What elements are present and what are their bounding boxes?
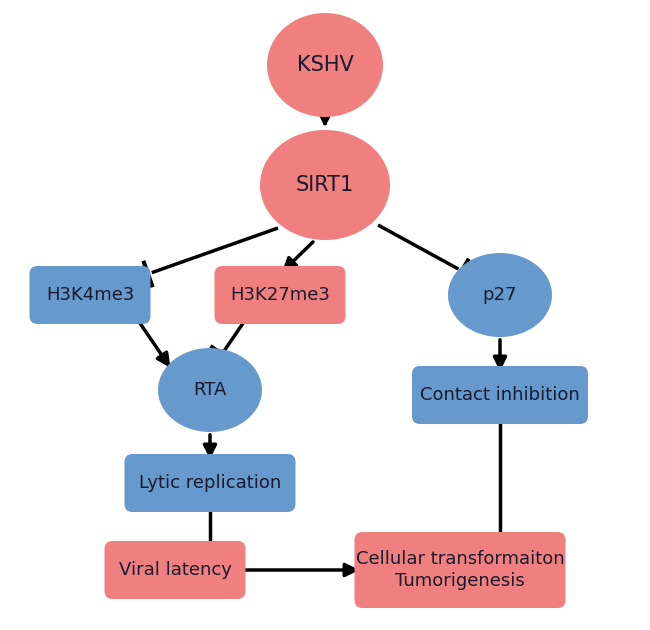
FancyBboxPatch shape bbox=[354, 532, 566, 608]
Text: SIRT1: SIRT1 bbox=[296, 175, 354, 195]
FancyBboxPatch shape bbox=[214, 266, 346, 324]
Text: Lytic replication: Lytic replication bbox=[139, 474, 281, 492]
Text: RTA: RTA bbox=[193, 381, 227, 399]
Ellipse shape bbox=[267, 13, 383, 117]
FancyBboxPatch shape bbox=[29, 266, 151, 324]
Text: Viral latency: Viral latency bbox=[118, 561, 231, 579]
Ellipse shape bbox=[158, 348, 262, 432]
Text: H3K27me3: H3K27me3 bbox=[230, 286, 330, 304]
Text: Contact inhibition: Contact inhibition bbox=[420, 386, 580, 404]
FancyBboxPatch shape bbox=[105, 541, 246, 599]
FancyBboxPatch shape bbox=[125, 454, 296, 512]
Ellipse shape bbox=[448, 253, 552, 337]
Text: p27: p27 bbox=[483, 286, 517, 304]
Text: KSHV: KSHV bbox=[296, 55, 354, 75]
Text: H3K4me3: H3K4me3 bbox=[46, 286, 134, 304]
Text: Cellular transformaiton
Tumorigenesis: Cellular transformaiton Tumorigenesis bbox=[356, 550, 564, 590]
FancyBboxPatch shape bbox=[412, 366, 588, 424]
Ellipse shape bbox=[260, 130, 390, 240]
